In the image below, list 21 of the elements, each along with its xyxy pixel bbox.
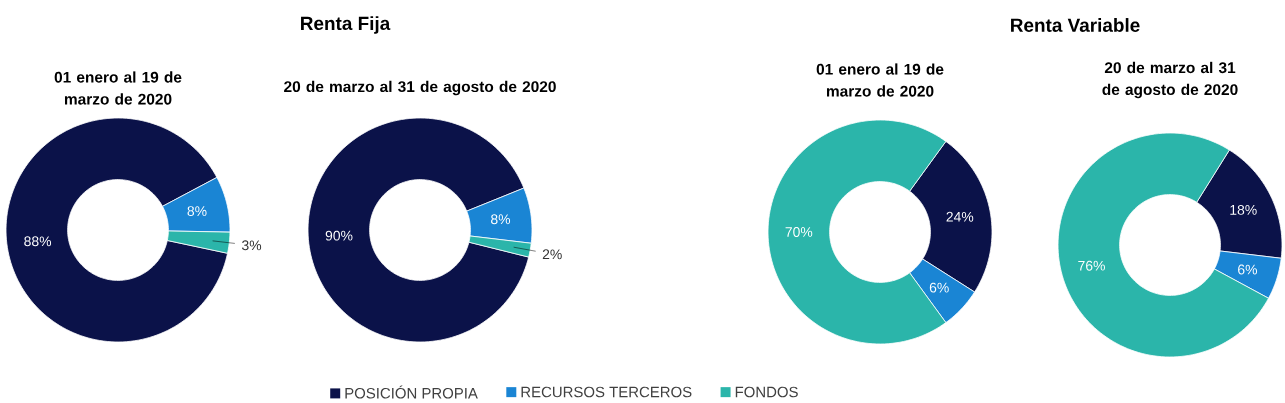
legend-label: POSICIÓN PROPIA [345, 385, 478, 399]
chart-subtitle: 01 enero al 19 de marzo de 2020 [816, 63, 944, 97]
data-label: 6% [1238, 264, 1258, 275]
data-label: 6% [929, 282, 949, 293]
chart-title: Renta Fija [301, 16, 391, 34]
chart-subtitle: 01 enero al 19 de marzo de 2020 [54, 71, 182, 105]
data-label: 24% [946, 211, 974, 222]
data-label: 3% [241, 240, 262, 251]
chart-title: Renta Variable [1011, 18, 1140, 32]
data-label: 88% [24, 236, 52, 247]
data-label: 18% [1230, 204, 1257, 215]
data-label: 70% [785, 227, 813, 237]
data-label: 76% [1078, 260, 1105, 271]
data-label: 8% [187, 206, 207, 217]
data-label: 8% [491, 214, 511, 225]
chart-subtitle: 20 de marzo al 31 de agosto de 2020 [284, 80, 556, 96]
data-label: 2% [542, 249, 562, 260]
data-label: 90% [325, 230, 353, 241]
legend-label: FONDOS [735, 386, 798, 398]
legend-label: RECURSOS TERCEROS [521, 386, 692, 398]
chart-subtitle: 20 de marzo al 31 de agosto de 2020 [1102, 61, 1238, 99]
